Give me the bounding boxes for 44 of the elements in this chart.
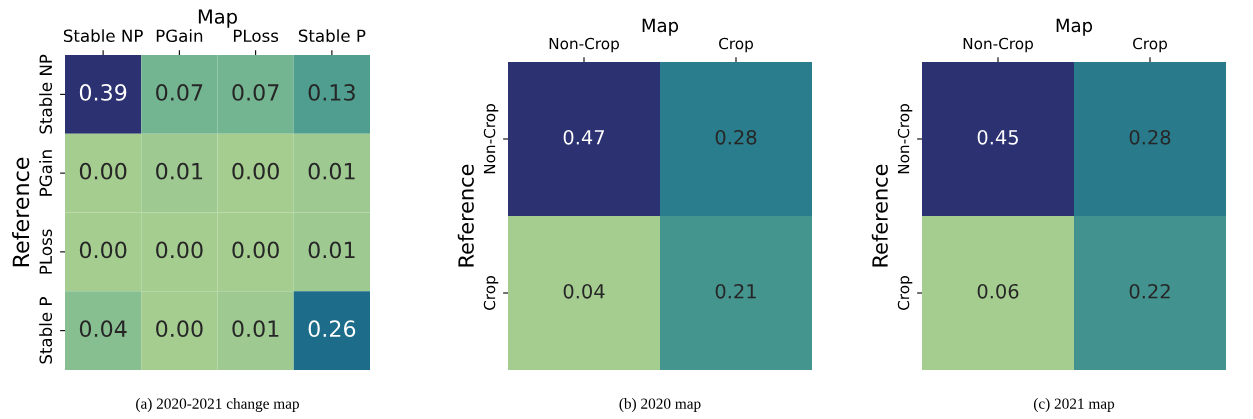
data-label: 0.26: [308, 320, 356, 338]
y-axis-title: Reference: [12, 157, 30, 267]
data-label: 0.45: [977, 129, 1018, 145]
text: (a) 2020-2021 change map: [136, 398, 299, 412]
y-axis-title: Reference: [871, 164, 888, 267]
y-tick-label: Stable P: [39, 297, 53, 364]
x-tick-label: Stable P: [298, 29, 366, 43]
data-label: 0.00: [232, 162, 279, 180]
data-label: 0.01: [156, 162, 203, 180]
x-tick-label: Non-Crop: [549, 37, 619, 53]
data-label: 0.13: [308, 84, 355, 101]
x-tick-label: PLoss: [233, 29, 279, 43]
y-axis-title: Reference: [457, 164, 474, 267]
x-axis-title: Map: [198, 9, 237, 28]
data-label: 0.01: [308, 241, 355, 259]
x-axis-title: Map: [1056, 18, 1093, 36]
x-tick-label: Crop: [1133, 37, 1167, 53]
data-label: 0.00: [156, 320, 203, 338]
text: (b) 2020 map: [619, 398, 701, 412]
data-label: 0.07: [156, 84, 203, 101]
data-label: 0.00: [156, 241, 203, 259]
y-tick-label: PGain: [39, 150, 53, 196]
y-tick-label: PLoss: [39, 229, 53, 274]
data-label: 0.28: [1129, 129, 1171, 145]
data-label: 0.06: [977, 283, 1019, 299]
data-label: 0.01: [232, 320, 279, 338]
x-axis-title: Map: [642, 18, 679, 36]
data-label: 0.07: [232, 84, 279, 101]
data-label: 0.21: [715, 283, 756, 299]
text: (c) 2021 map: [1033, 398, 1115, 412]
x-tick-label: Non-Crop: [963, 37, 1033, 53]
data-label: 0.01: [308, 162, 355, 180]
data-label: 0.00: [79, 241, 127, 259]
data-label: 0.00: [232, 241, 279, 259]
data-label: 0.04: [79, 320, 127, 338]
x-tick-label: PGain: [156, 29, 203, 43]
data-label: 0.39: [79, 84, 127, 101]
data-label: 0.47: [563, 129, 604, 145]
data-label: 0.22: [1129, 283, 1170, 299]
data-label: 0.04: [563, 283, 605, 299]
x-tick-label: Crop: [719, 37, 753, 53]
x-tick-label: Stable NP: [63, 29, 143, 43]
data-label: 0.28: [715, 129, 757, 145]
data-label: 0.00: [79, 162, 127, 180]
